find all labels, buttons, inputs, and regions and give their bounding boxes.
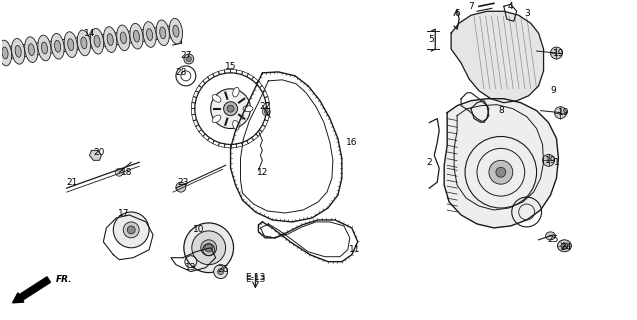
Circle shape <box>264 110 268 114</box>
Ellipse shape <box>94 35 100 47</box>
Circle shape <box>218 268 224 275</box>
Ellipse shape <box>77 30 90 56</box>
Text: 14: 14 <box>84 29 95 38</box>
Ellipse shape <box>81 37 87 49</box>
Text: 19: 19 <box>545 156 556 165</box>
Ellipse shape <box>51 34 64 59</box>
Circle shape <box>489 160 513 184</box>
Circle shape <box>113 212 149 248</box>
Ellipse shape <box>173 25 179 37</box>
Ellipse shape <box>64 32 77 58</box>
Ellipse shape <box>243 106 253 112</box>
Ellipse shape <box>0 40 11 66</box>
Text: 9: 9 <box>550 86 556 95</box>
Text: 10: 10 <box>193 225 204 234</box>
Circle shape <box>201 240 217 256</box>
Ellipse shape <box>90 28 104 54</box>
Circle shape <box>204 244 213 252</box>
Ellipse shape <box>156 20 169 46</box>
Circle shape <box>543 154 554 166</box>
Circle shape <box>123 222 139 238</box>
Circle shape <box>184 54 194 64</box>
Text: 2: 2 <box>427 158 432 167</box>
Ellipse shape <box>28 44 34 56</box>
Text: 24: 24 <box>561 243 572 252</box>
Ellipse shape <box>25 37 38 62</box>
Ellipse shape <box>147 28 153 40</box>
Circle shape <box>187 57 191 61</box>
Text: 27: 27 <box>180 52 192 60</box>
Text: 19: 19 <box>553 49 564 58</box>
Text: E-13: E-13 <box>245 275 266 284</box>
Circle shape <box>184 223 234 273</box>
Circle shape <box>224 102 238 116</box>
Circle shape <box>227 105 234 112</box>
Ellipse shape <box>15 45 21 57</box>
Circle shape <box>213 265 227 279</box>
Circle shape <box>211 89 250 129</box>
Circle shape <box>176 182 186 192</box>
Ellipse shape <box>557 240 571 252</box>
Circle shape <box>550 47 562 59</box>
Text: 8: 8 <box>498 106 504 115</box>
Ellipse shape <box>130 23 143 49</box>
Text: 11: 11 <box>349 245 361 254</box>
Text: 18: 18 <box>120 168 132 177</box>
Text: 7: 7 <box>468 2 474 11</box>
Text: 17: 17 <box>117 210 129 219</box>
Ellipse shape <box>233 120 239 130</box>
Text: 16: 16 <box>346 138 357 147</box>
Ellipse shape <box>169 18 183 44</box>
Text: 20: 20 <box>94 148 105 157</box>
Ellipse shape <box>233 87 239 97</box>
Ellipse shape <box>120 32 126 44</box>
Text: E-13: E-13 <box>245 273 266 282</box>
Text: 6: 6 <box>454 9 460 18</box>
Text: 26: 26 <box>217 265 228 274</box>
Text: 1: 1 <box>554 158 559 167</box>
Ellipse shape <box>41 42 48 54</box>
Text: 22: 22 <box>260 102 271 111</box>
Ellipse shape <box>68 39 74 51</box>
Circle shape <box>262 108 270 116</box>
Ellipse shape <box>212 115 221 123</box>
Ellipse shape <box>117 25 130 51</box>
Text: 19: 19 <box>557 108 569 117</box>
Text: 28: 28 <box>175 68 187 77</box>
Polygon shape <box>444 99 559 228</box>
Ellipse shape <box>38 35 51 61</box>
Ellipse shape <box>143 22 156 47</box>
Text: 13: 13 <box>185 263 197 272</box>
Circle shape <box>554 107 566 119</box>
Circle shape <box>496 167 506 177</box>
Polygon shape <box>451 11 543 103</box>
Ellipse shape <box>2 47 8 59</box>
Circle shape <box>115 168 123 176</box>
Ellipse shape <box>133 30 140 42</box>
Ellipse shape <box>561 243 568 249</box>
Ellipse shape <box>212 95 221 102</box>
Text: 3: 3 <box>524 9 529 18</box>
Ellipse shape <box>160 27 166 39</box>
Ellipse shape <box>107 34 113 45</box>
Ellipse shape <box>545 232 555 240</box>
Text: 15: 15 <box>225 62 236 71</box>
Text: 5: 5 <box>429 35 434 44</box>
Ellipse shape <box>55 40 61 52</box>
FancyArrow shape <box>13 277 50 303</box>
Circle shape <box>192 231 225 265</box>
Text: 21: 21 <box>66 178 77 187</box>
Text: 23: 23 <box>177 178 189 187</box>
Circle shape <box>127 226 135 234</box>
Text: 12: 12 <box>257 168 268 177</box>
Text: 4: 4 <box>508 2 513 11</box>
Text: FR.: FR. <box>55 275 72 284</box>
Polygon shape <box>89 150 101 160</box>
Ellipse shape <box>11 38 25 64</box>
Ellipse shape <box>104 27 117 52</box>
Text: 25: 25 <box>548 235 559 244</box>
